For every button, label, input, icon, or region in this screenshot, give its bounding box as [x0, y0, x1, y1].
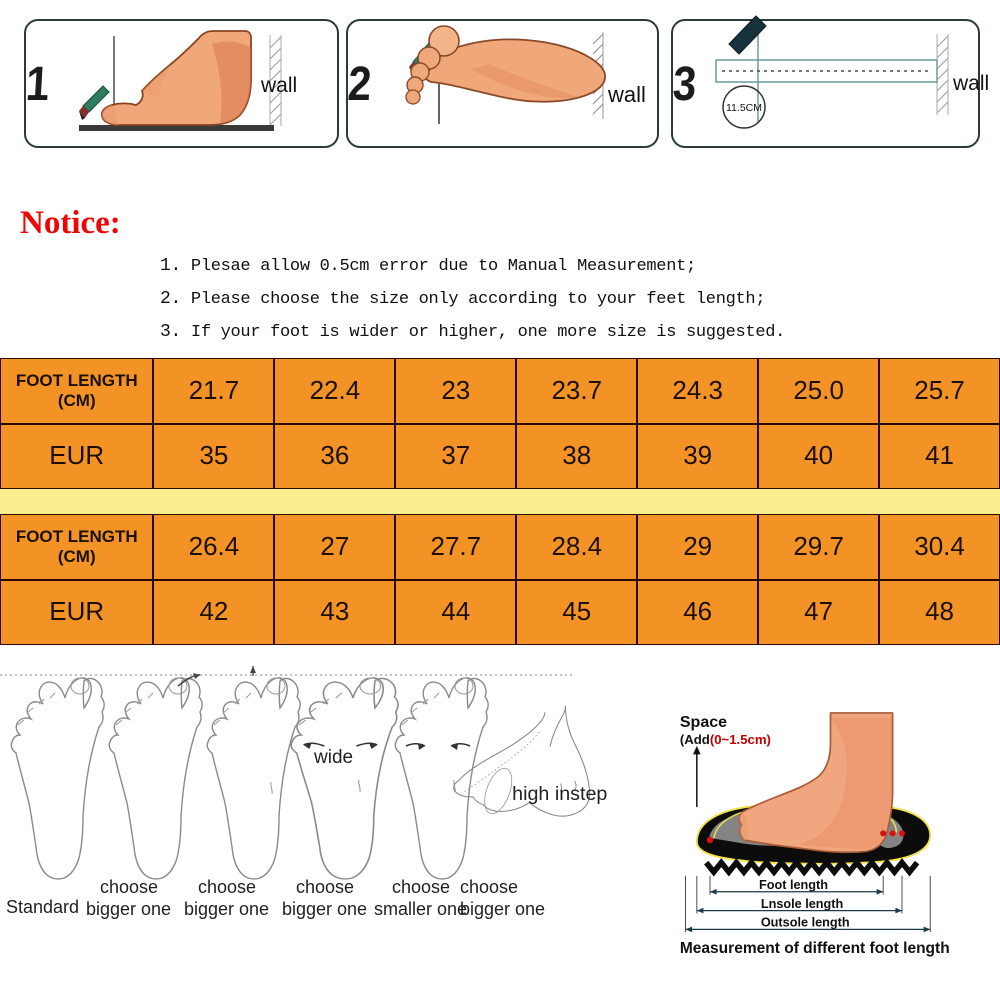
svg-text:choose: choose [460, 877, 518, 897]
svg-text:bigger one: bigger one [86, 899, 171, 919]
svg-text:choose: choose [100, 877, 158, 897]
svg-text:Lnsole length: Lnsole length [761, 897, 843, 911]
svg-text:wall: wall [607, 82, 646, 107]
svg-text:bigger one: bigger one [184, 899, 269, 919]
svg-text:11.5CM: 11.5CM [726, 102, 762, 114]
svg-text:choose: choose [198, 877, 256, 897]
svg-text:Standard: Standard [6, 897, 79, 917]
svg-text:smaller one: smaller one [374, 899, 467, 919]
svg-text:wall: wall [260, 74, 297, 97]
svg-text:wall: wall [952, 72, 989, 95]
svg-text:Foot length: Foot length [759, 878, 828, 892]
svg-text:wide: wide [313, 747, 353, 768]
svg-text:bigger one: bigger one [460, 899, 545, 919]
svg-text:choose: choose [392, 877, 450, 897]
svg-text:(Add(0~1.5cm): (Add(0~1.5cm) [680, 732, 771, 747]
svg-text:high instep: high instep [512, 783, 607, 805]
svg-text:Space: Space [680, 714, 727, 731]
svg-text:bigger one: bigger one [282, 899, 367, 919]
svg-text:Measurement of different foot: Measurement of different foot length [680, 940, 950, 957]
svg-text:Outsole length: Outsole length [761, 916, 850, 930]
svg-text:choose: choose [296, 877, 354, 897]
